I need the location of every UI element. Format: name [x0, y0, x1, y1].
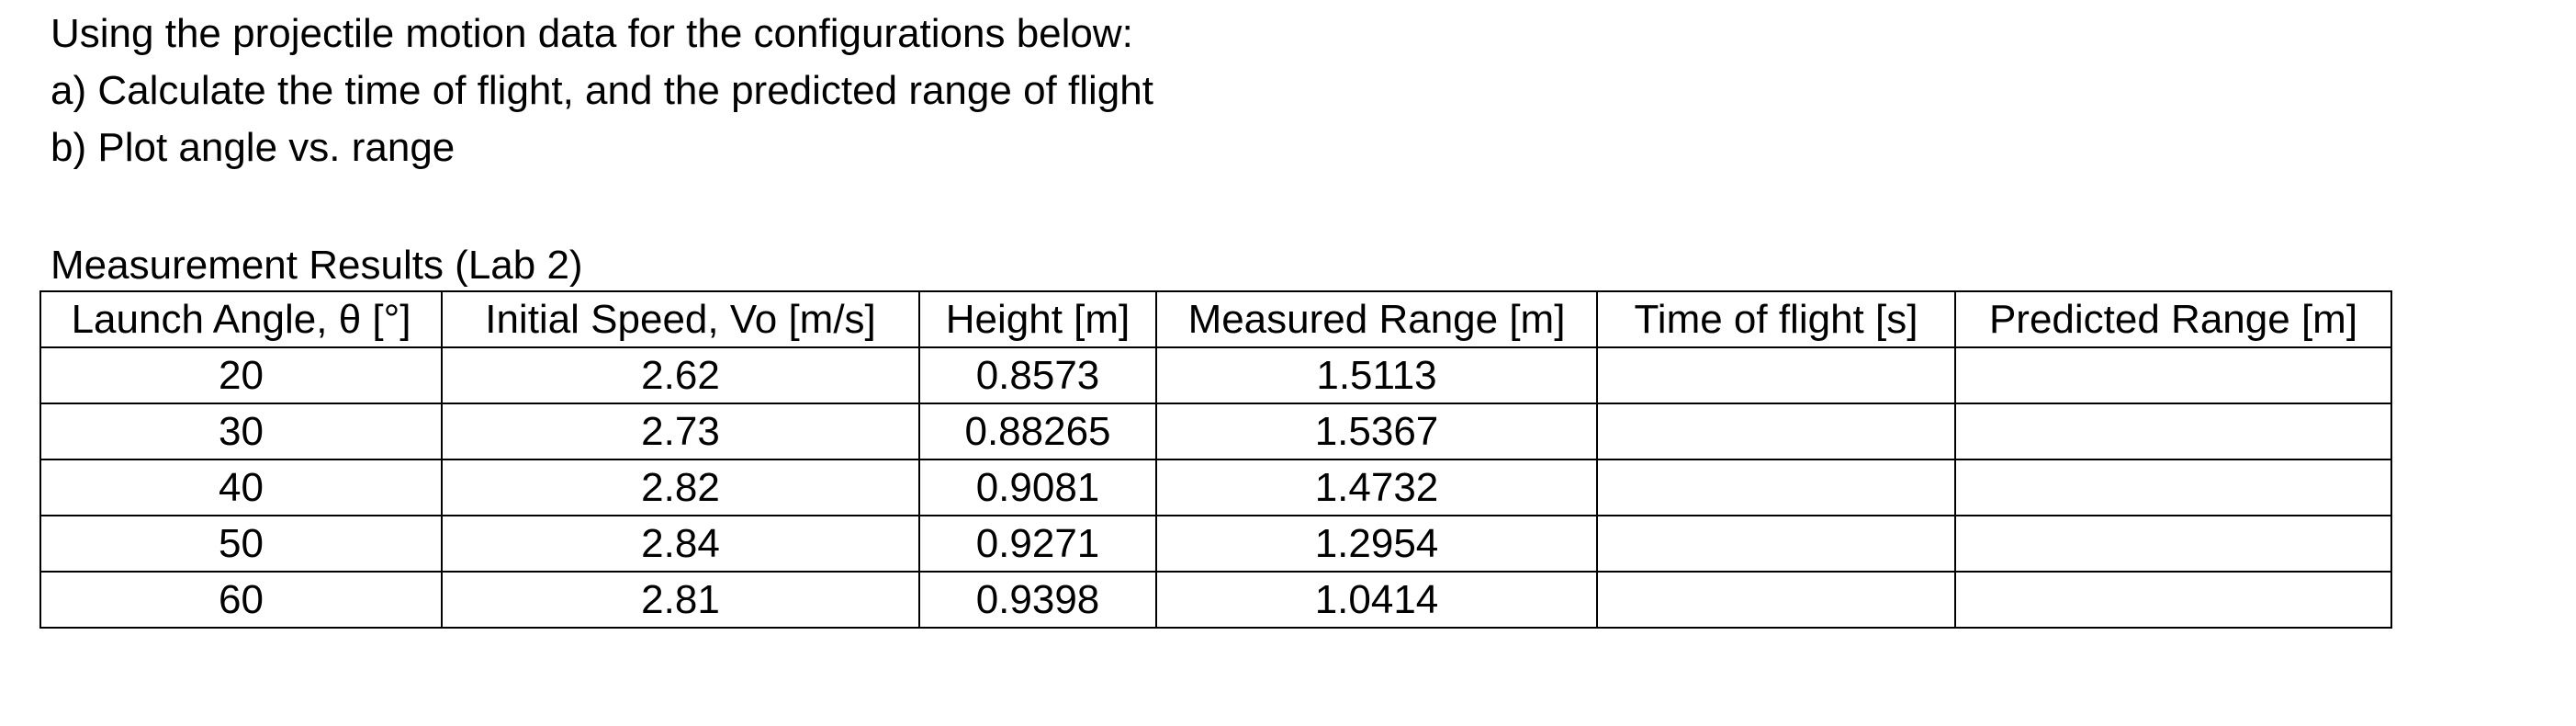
- cell-measured-range: 1.5113: [1155, 346, 1598, 404]
- table-header-row: Launch Angle, θ [°] Initial Speed, Vo [m…: [39, 290, 2392, 348]
- cell-measured-range: 1.2954: [1155, 515, 1598, 573]
- cell-time-of-flight: [1596, 571, 1956, 629]
- cell-height: 0.9081: [918, 459, 1157, 516]
- column-header-initial-speed: Initial Speed, Vo [m/s]: [441, 290, 920, 348]
- cell-time-of-flight: [1596, 515, 1956, 573]
- table-row: 20 2.62 0.8573 1.5113: [39, 346, 2392, 404]
- cell-initial-speed: 2.84: [441, 515, 920, 573]
- cell-initial-speed: 2.62: [441, 346, 920, 404]
- cell-launch-angle: 50: [39, 515, 443, 573]
- cell-initial-speed: 2.73: [441, 403, 920, 460]
- table-row: 40 2.82 0.9081 1.4732: [39, 459, 2392, 516]
- cell-predicted-range: [1954, 515, 2392, 573]
- instruction-line-1: Using the projectile motion data for the…: [51, 11, 1133, 56]
- instruction-line-3: b) Plot angle vs. range: [51, 125, 456, 170]
- cell-launch-angle: 60: [39, 571, 443, 629]
- column-header-predicted-range: Predicted Range [m]: [1954, 290, 2392, 348]
- cell-predicted-range: [1954, 403, 2392, 460]
- cell-time-of-flight: [1596, 459, 1956, 516]
- table-title: Measurement Results (Lab 2): [51, 243, 583, 288]
- column-header-launch-angle: Launch Angle, θ [°]: [39, 290, 443, 348]
- cell-launch-angle: 20: [39, 346, 443, 404]
- cell-measured-range: 1.0414: [1155, 571, 1598, 629]
- cell-height: 0.9398: [918, 571, 1157, 629]
- column-header-measured-range: Measured Range [m]: [1155, 290, 1598, 348]
- cell-measured-range: 1.4732: [1155, 459, 1598, 516]
- measurement-results-table: Launch Angle, θ [°] Initial Speed, Vo [m…: [39, 290, 2392, 629]
- cell-height: 0.8573: [918, 346, 1157, 404]
- instructions-block: Using the projectile motion data for the…: [51, 6, 1153, 176]
- column-header-time-of-flight: Time of flight [s]: [1596, 290, 1956, 348]
- table-row: 30 2.73 0.88265 1.5367: [39, 403, 2392, 460]
- cell-predicted-range: [1954, 459, 2392, 516]
- cell-predicted-range: [1954, 571, 2392, 629]
- column-header-height: Height [m]: [918, 290, 1157, 348]
- cell-height: 0.9271: [918, 515, 1157, 573]
- cell-predicted-range: [1954, 346, 2392, 404]
- cell-time-of-flight: [1596, 403, 1956, 460]
- cell-launch-angle: 30: [39, 403, 443, 460]
- cell-initial-speed: 2.82: [441, 459, 920, 516]
- cell-height: 0.88265: [918, 403, 1157, 460]
- cell-measured-range: 1.5367: [1155, 403, 1598, 460]
- cell-time-of-flight: [1596, 346, 1956, 404]
- table-row: 50 2.84 0.9271 1.2954: [39, 515, 2392, 573]
- cell-initial-speed: 2.81: [441, 571, 920, 629]
- cell-launch-angle: 40: [39, 459, 443, 516]
- table-row: 60 2.81 0.9398 1.0414: [39, 571, 2392, 629]
- instruction-line-2: a) Calculate the time of flight, and the…: [51, 68, 1153, 113]
